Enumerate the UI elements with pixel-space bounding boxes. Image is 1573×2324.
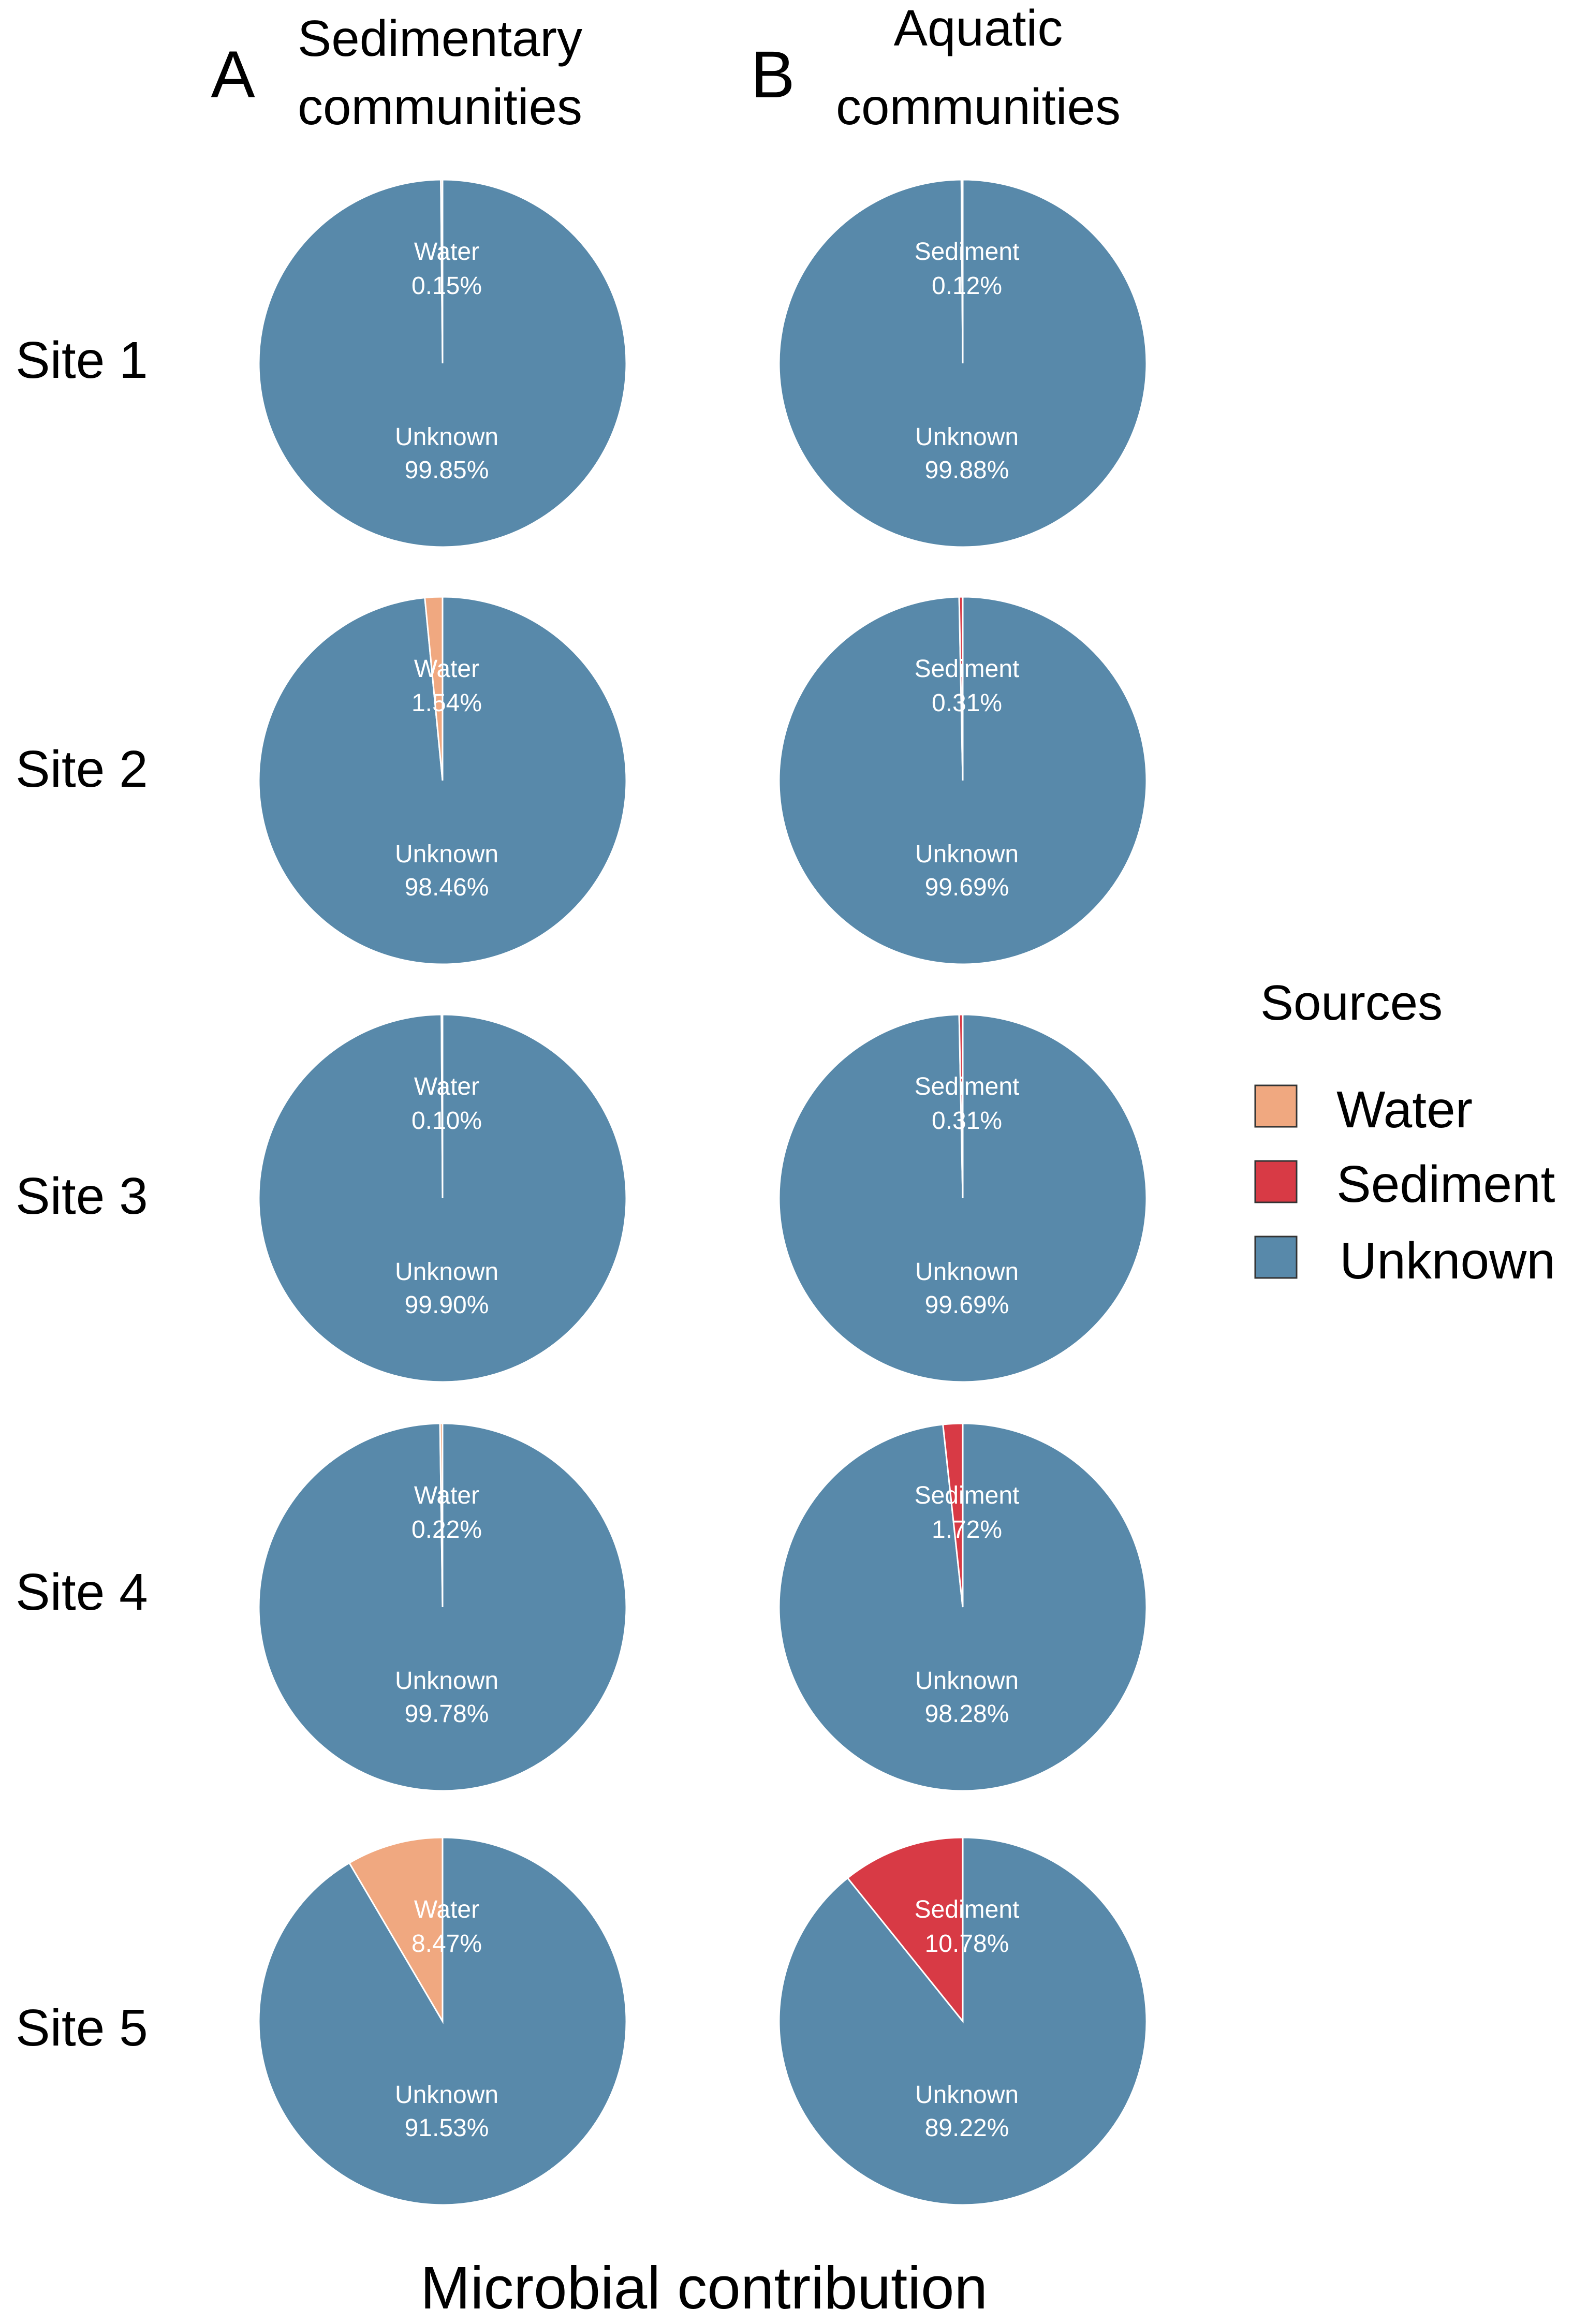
slice-label-name-unknown-a-site-3: Unknown — [395, 1258, 498, 1286]
pie-b-site-3: Sediment 0.31% Unknown 99.69% — [778, 1013, 1148, 1383]
panel-letter-a: A — [211, 38, 255, 112]
legend-title: Sources — [1260, 975, 1443, 1031]
slice-label-value-unknown-a-site-5: 91.53% — [405, 2114, 489, 2142]
legend-swatch-water — [1254, 1084, 1298, 1128]
pie-a-site-2: Water 1.54% Unknown 98.46% — [258, 596, 627, 965]
slice-label-name-water-a-site-4: Water — [414, 1482, 479, 1509]
slice-label-value-sediment-b-site-5: 10.78% — [925, 1930, 1009, 1958]
row-label-site-2: Site 2 — [16, 740, 148, 798]
pie-slice-water-a-site-4 — [439, 1422, 444, 1608]
row-label-site-4: Site 4 — [16, 1563, 148, 1621]
slice-label-name-water-a-site-5: Water — [414, 1896, 479, 1923]
row-label-site-3: Site 3 — [16, 1167, 148, 1225]
pie-slice-water-a-site-5 — [348, 1836, 444, 2024]
pie-slice-water-a-site-1 — [440, 179, 444, 364]
pie-b-site-4: Sediment 1.72% Unknown 98.28% — [778, 1422, 1148, 1792]
panel-title-b-line1: Aquatic — [894, 0, 1063, 56]
legend-label-sediment: Sediment — [1336, 1155, 1555, 1213]
pie-slice-water-a-site-3 — [440, 1013, 444, 1199]
pie-slice-sediment-b-site-4 — [942, 1422, 964, 1608]
slice-label-value-unknown-b-site-1: 99.88% — [925, 457, 1009, 484]
slice-label-name-sediment-b-site-1: Sediment — [915, 238, 1020, 266]
slice-label-value-unknown-b-site-3: 99.69% — [925, 1291, 1009, 1319]
legend: Sources Water Sediment Unknown — [1254, 975, 1555, 1290]
slice-label-value-unknown-b-site-4: 98.28% — [925, 1700, 1009, 1728]
row-label-site-5: Site 5 — [16, 1999, 148, 2057]
pie-slice-water-a-site-2 — [424, 596, 444, 781]
slice-label-name-sediment-b-site-2: Sediment — [915, 655, 1020, 683]
slice-label-value-unknown-a-site-1: 99.85% — [405, 457, 489, 484]
slice-label-value-sediment-b-site-2: 0.31% — [932, 689, 1002, 717]
slice-label-name-sediment-b-site-4: Sediment — [915, 1482, 1020, 1509]
row-label-site-1: Site 1 — [16, 331, 148, 389]
pie-a-site-3: Water 0.10% Unknown 99.90% — [258, 1013, 627, 1383]
pie-a-site-4: Water 0.22% Unknown 99.78% — [258, 1422, 627, 1792]
pie-a-site-1: Water 0.15% Unknown 99.85% — [258, 179, 627, 548]
pie-slice-sediment-b-site-1 — [960, 179, 964, 364]
slice-label-name-unknown-b-site-1: Unknown — [915, 423, 1019, 451]
slice-label-value-unknown-a-site-2: 98.46% — [405, 874, 489, 901]
slice-label-value-unknown-b-site-2: 99.69% — [925, 874, 1009, 901]
pie-b-site-1: Sediment 0.12% Unknown 99.88% — [778, 179, 1148, 548]
slice-label-value-sediment-b-site-4: 1.72% — [932, 1516, 1002, 1543]
slice-label-name-water-a-site-1: Water — [414, 238, 479, 266]
x-axis-title: Microbial contribution — [420, 2254, 988, 2321]
slice-label-value-sediment-b-site-3: 0.31% — [932, 1107, 1002, 1135]
panel-title-b-line2: communities — [836, 78, 1121, 135]
panel-letter-b: B — [751, 38, 795, 112]
pie-grid: Water 0.15% Unknown 99.85% Sediment 0.12% Unkn… — [258, 179, 1148, 2206]
slice-label-name-water-a-site-2: Water — [414, 655, 479, 683]
panel-title-a-line2: communities — [298, 78, 582, 135]
slice-label-name-unknown-b-site-5: Unknown — [915, 2081, 1019, 2109]
slice-label-value-unknown-a-site-4: 99.78% — [405, 1700, 489, 1728]
slice-label-name-sediment-b-site-3: Sediment — [915, 1073, 1020, 1100]
slice-label-value-water-a-site-3: 0.10% — [411, 1107, 482, 1135]
legend-swatch-sediment — [1254, 1160, 1298, 1203]
pie-slice-sediment-b-site-5 — [846, 1836, 964, 2024]
slice-label-name-unknown-a-site-4: Unknown — [395, 1667, 498, 1695]
slice-label-name-unknown-a-site-1: Unknown — [395, 423, 498, 451]
slice-label-value-water-a-site-5: 8.47% — [411, 1930, 482, 1958]
pie-b-site-2: Sediment 0.31% Unknown 99.69% — [778, 596, 1148, 965]
slice-label-name-unknown-b-site-2: Unknown — [915, 841, 1019, 868]
slice-label-name-unknown-a-site-2: Unknown — [395, 841, 498, 868]
slice-label-value-water-a-site-1: 0.15% — [411, 272, 482, 300]
legend-label-unknown: Unknown — [1340, 1232, 1555, 1290]
pie-slice-sediment-b-site-3 — [958, 1013, 964, 1199]
slice-label-name-unknown-a-site-5: Unknown — [395, 2081, 498, 2109]
legend-swatch-unknown — [1254, 1235, 1298, 1279]
slice-label-value-sediment-b-site-1: 0.12% — [932, 272, 1002, 300]
slice-label-value-water-a-site-4: 0.22% — [411, 1516, 482, 1543]
pie-slice-sediment-b-site-2 — [958, 596, 964, 781]
slice-label-value-unknown-b-site-5: 89.22% — [925, 2114, 1009, 2142]
slice-label-value-water-a-site-2: 1.54% — [411, 689, 482, 717]
panel-title-a-line1: Sedimentary — [298, 10, 582, 67]
slice-label-name-water-a-site-3: Water — [414, 1073, 479, 1100]
legend-label-water: Water — [1336, 1081, 1473, 1139]
slice-label-name-sediment-b-site-5: Sediment — [915, 1896, 1020, 1923]
slice-label-name-unknown-b-site-3: Unknown — [915, 1258, 1019, 1286]
pie-b-site-5: Sediment 10.78% Unknown 89.22% — [778, 1836, 1148, 2206]
slice-label-value-unknown-a-site-3: 99.90% — [405, 1291, 489, 1319]
pie-a-site-5: Water 8.47% Unknown 91.53% — [258, 1836, 627, 2206]
slice-label-name-unknown-b-site-4: Unknown — [915, 1667, 1019, 1695]
